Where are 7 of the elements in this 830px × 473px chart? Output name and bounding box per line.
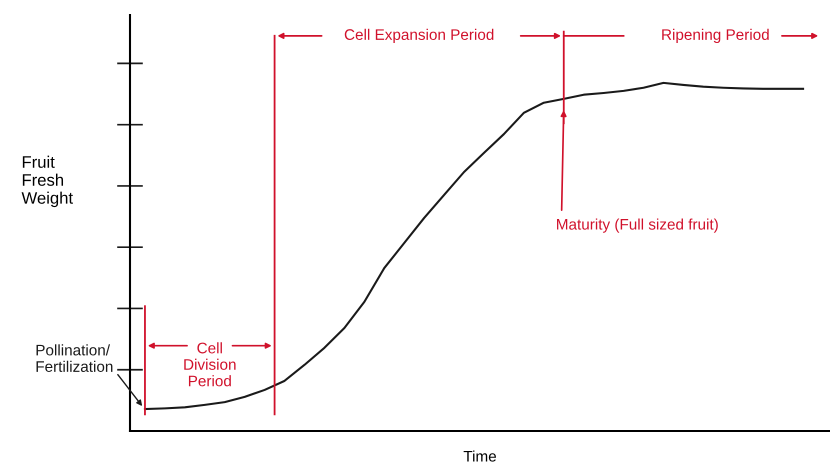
text: Ripening Period (662, 28, 769, 44)
annotation: Cell Division Period (184, 342, 236, 386)
x-axis-title: Time (464, 450, 496, 462)
text: Pollination/ Fertilization (36, 344, 112, 372)
annotation: Maturity (Full sized fruit) (557, 218, 718, 233)
y-axis-title: Fruit Fresh Weight (22, 156, 73, 208)
text: Cell Expansion Period (344, 28, 494, 44)
